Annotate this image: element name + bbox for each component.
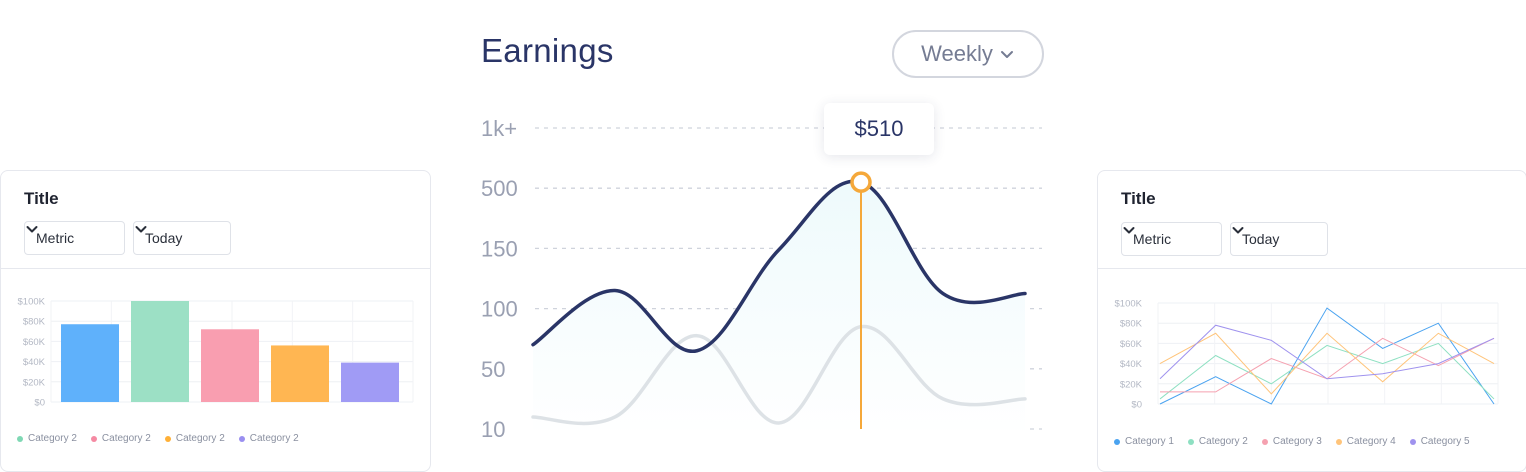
y-tick-label: 10 <box>481 417 505 442</box>
legend-item: Category 2 <box>90 433 151 444</box>
legend-label: Category 2 <box>28 433 77 444</box>
bar-chart-card: Title Metric Today $0 $20K $40K $60K $80K $10… <box>0 170 431 472</box>
legend-label: Category 1 <box>1125 436 1174 447</box>
multi-line-chart-card: Title Metric Today $0 $20K $40K $60K $80K $10… <box>1097 170 1526 472</box>
card-divider <box>1098 268 1526 269</box>
y-tick-label: 1k+ <box>481 116 517 141</box>
y-tick-label: $100K <box>18 297 46 308</box>
bar <box>201 329 259 402</box>
series-line <box>1159 342 1495 400</box>
metric-dropdown[interactable]: Metric <box>24 221 125 255</box>
legend-label: Category 2 <box>175 433 225 444</box>
y-tick-label: $100K <box>1115 299 1143 310</box>
series-line <box>1159 307 1495 405</box>
multi-line-chart: $0 $20K $40K $60K $80K $100K <box>1115 299 1499 411</box>
chevron-down-icon <box>1000 51 1013 58</box>
chevron-down-icon <box>135 226 147 233</box>
chevron-down-icon <box>1123 227 1135 234</box>
legend-label: Category 5 <box>1420 436 1470 447</box>
legend-item: Category 2 <box>238 433 299 444</box>
legend-item: Category 3 <box>1261 436 1322 447</box>
y-tick-label: $60K <box>23 337 46 348</box>
tooltip-value: $510 <box>854 116 904 141</box>
legend-label: Category 4 <box>1346 436 1396 447</box>
legend-dot <box>17 435 23 442</box>
highlight-marker <box>850 171 872 193</box>
legend-label: Category 2 <box>101 433 151 444</box>
y-tick-label: $80K <box>1120 319 1143 330</box>
legend-dot <box>1261 438 1268 445</box>
legend-dot <box>1187 438 1194 445</box>
earnings-title: Earnings <box>481 32 614 69</box>
y-tick-label: $80K <box>23 317 46 328</box>
bar <box>131 301 189 402</box>
y-tick-label: $40K <box>1120 359 1143 370</box>
secondary-series-line <box>531 324 1027 426</box>
weekly-dropdown-label: Weekly <box>921 41 993 66</box>
legend-item: Category 2 <box>164 433 225 444</box>
legend-item: Category 5 <box>1409 436 1470 447</box>
bar <box>341 362 399 402</box>
legend-label: Category 2 <box>1198 436 1248 447</box>
earnings-series-line <box>531 179 1027 353</box>
bar <box>271 345 329 402</box>
chevron-down-icon <box>1232 227 1244 234</box>
earnings-line-chart: 10 50 100 150 500 1k+ <box>481 116 1042 442</box>
metric-dropdown-label: Metric <box>36 230 75 246</box>
chevron-down-icon <box>26 226 38 233</box>
y-tick-label: 150 <box>481 236 518 261</box>
metric-dropdown[interactable]: Metric <box>1121 222 1222 256</box>
y-tick-label: $0 <box>1131 400 1142 411</box>
y-tick-label: $0 <box>34 398 45 409</box>
legend-dot <box>1335 438 1342 445</box>
bar <box>61 324 119 402</box>
legend-item: Category 1 <box>1114 436 1174 447</box>
metric-dropdown-label: Metric <box>1133 231 1172 247</box>
y-tick-label: $20K <box>1120 379 1143 390</box>
legend-dot <box>1114 438 1120 445</box>
legend-label: Category 2 <box>249 433 299 444</box>
y-tick-label: 500 <box>481 176 518 201</box>
bar-chart-legend: Category 2 Category 2 Category 2 Category 2 <box>17 433 299 444</box>
bar-chart: $0 $20K $40K $60K $80K $100K <box>18 297 414 409</box>
legend-dot <box>164 435 171 442</box>
card-divider <box>1 268 430 269</box>
series-line <box>1159 332 1495 395</box>
legend-dot <box>90 435 97 442</box>
card-title: Title <box>24 189 59 208</box>
earnings-area <box>533 181 1025 436</box>
period-dropdown-label: Today <box>1242 231 1280 247</box>
legend-item: Category 2 <box>17 433 77 444</box>
card-title: Title <box>1121 189 1156 208</box>
y-tick-label: 50 <box>481 357 505 382</box>
period-dropdown[interactable]: Today <box>133 221 231 255</box>
legend-item: Category 4 <box>1335 436 1396 447</box>
weekly-dropdown[interactable]: Weekly <box>892 30 1044 78</box>
legend-dot <box>1409 438 1416 445</box>
legend-dot <box>238 435 245 442</box>
legend-label: Category 3 <box>1272 436 1322 447</box>
earnings-tooltip: $510 <box>824 103 934 155</box>
multi-line-chart-legend: Category 1 Category 2 Category 3 Category 4… <box>1114 436 1470 447</box>
y-tick-label: $60K <box>1120 339 1143 350</box>
y-tick-label: 100 <box>481 297 518 322</box>
legend-item: Category 2 <box>1187 436 1248 447</box>
y-tick-label: $40K <box>23 357 46 368</box>
period-dropdown[interactable]: Today <box>1230 222 1328 256</box>
series-line <box>1159 324 1495 380</box>
period-dropdown-label: Today <box>145 230 183 246</box>
y-tick-label: $20K <box>23 377 46 388</box>
